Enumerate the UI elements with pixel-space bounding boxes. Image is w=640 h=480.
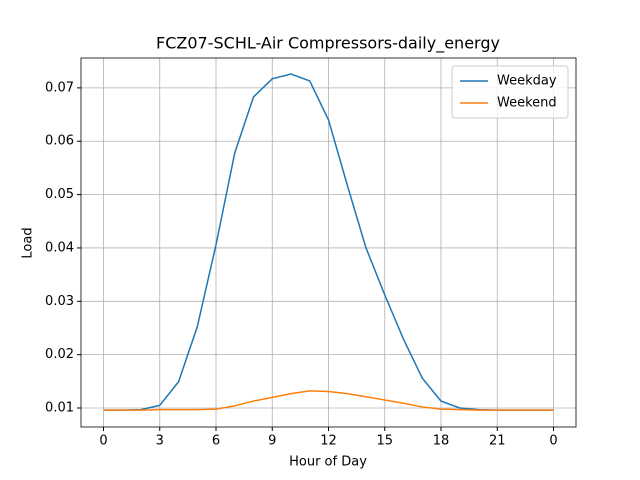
legend-label: Weekday — [497, 74, 557, 89]
y-axis-label: Load — [21, 227, 36, 258]
chart-title: FCZ07-SCHL-Air Compressors-daily_energy — [156, 34, 500, 54]
y-tick-label: 0.07 — [45, 80, 74, 95]
x-tick-label: 21 — [489, 434, 506, 449]
y-tick-label: 0.04 — [45, 240, 74, 255]
y-tick-label: 0.02 — [45, 347, 74, 362]
line — [103, 390, 554, 411]
x-tick-label: 0 — [549, 434, 557, 449]
x-tick-label: 6 — [212, 434, 220, 449]
x-tick-label: 15 — [376, 434, 393, 449]
x-axis-label: Hour of Day — [289, 455, 367, 470]
plot-frame — [80, 57, 577, 428]
x-tick-label: 3 — [156, 434, 164, 449]
y-tick-label: 0.01 — [45, 401, 74, 416]
x-tick-label: 18 — [433, 434, 450, 449]
legend-box — [451, 65, 569, 119]
y-tick-label: 0.05 — [45, 187, 74, 202]
x-tick-label: 12 — [320, 434, 337, 449]
legend-label: Weekend — [497, 96, 557, 111]
y-tick-label: 0.03 — [45, 294, 74, 309]
x-tick-label: 0 — [99, 434, 107, 449]
x-tick-label: 9 — [268, 434, 276, 449]
y-tick-label: 0.06 — [45, 134, 74, 149]
